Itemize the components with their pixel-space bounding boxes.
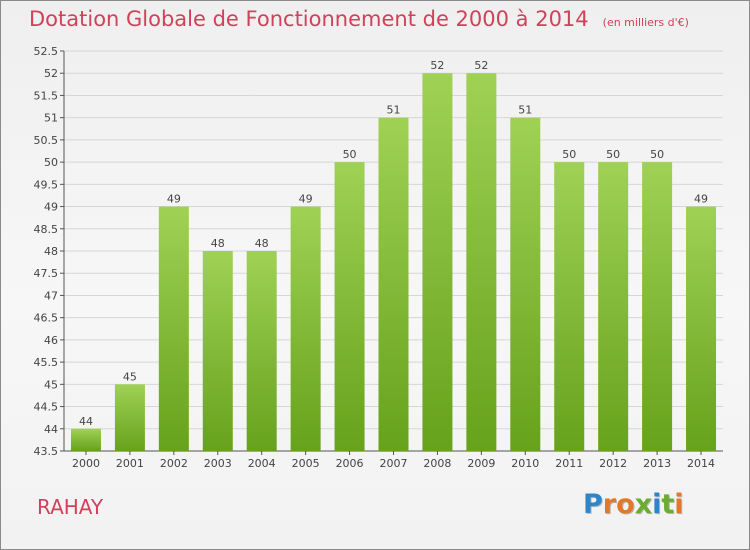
proxiti-logo: Proxiti xyxy=(583,489,684,520)
y-tick-label: 51.5 xyxy=(34,89,59,102)
data-label: 50 xyxy=(343,148,357,161)
x-tick-label: 2008 xyxy=(423,457,451,470)
data-label: 49 xyxy=(694,193,708,206)
bar xyxy=(334,162,365,451)
data-label: 44 xyxy=(79,415,93,428)
logo-letter: t xyxy=(661,489,675,520)
logo-letter: i xyxy=(674,489,684,520)
data-label: 50 xyxy=(606,148,620,161)
y-tick-label: 52 xyxy=(44,67,58,80)
y-tick-label: 45.5 xyxy=(34,356,59,369)
chart-subtitle: (en milliers d'€) xyxy=(602,16,689,29)
chart-title: Dotation Globale de Fonctionnement de 20… xyxy=(29,7,589,31)
logo-letter: x xyxy=(634,489,653,520)
y-tick-label: 50.5 xyxy=(34,134,59,147)
bar xyxy=(378,117,409,452)
bar xyxy=(466,73,497,451)
bar xyxy=(202,251,233,451)
title-block: Dotation Globale de Fonctionnement de 20… xyxy=(29,7,689,31)
data-label: 50 xyxy=(650,148,664,161)
y-tick-label: 44 xyxy=(44,423,58,436)
x-tick-label: 2012 xyxy=(599,457,627,470)
bar xyxy=(510,117,541,452)
data-label: 50 xyxy=(562,148,576,161)
data-label: 52 xyxy=(474,59,488,72)
y-tick-label: 46 xyxy=(44,334,58,347)
x-tick-label: 2006 xyxy=(336,457,364,470)
logo-letter: o xyxy=(616,489,635,520)
data-label: 51 xyxy=(518,104,532,117)
y-tick-label: 51 xyxy=(44,112,58,125)
logo-letter: i xyxy=(652,489,662,520)
bar xyxy=(422,73,453,451)
data-label: 51 xyxy=(387,104,401,117)
x-tick-labels: 2000 2001 2002 2003 2004 2005 2006 2007 2008 2009… xyxy=(72,457,715,470)
data-label: 49 xyxy=(167,193,181,206)
logo-letter: r xyxy=(602,489,617,520)
bar xyxy=(246,251,277,451)
x-tick-label: 2014 xyxy=(687,457,715,470)
bar xyxy=(642,162,673,451)
y-tick-label: 44.5 xyxy=(34,401,59,414)
data-label: 45 xyxy=(123,370,137,383)
bar xyxy=(114,384,145,451)
commune-name: RAHAY xyxy=(37,495,104,519)
x-tick-label: 2003 xyxy=(204,457,232,470)
x-tick-label: 2005 xyxy=(292,457,320,470)
y-tick-label: 47.5 xyxy=(34,267,59,280)
x-tick-label: 2002 xyxy=(160,457,188,470)
bar xyxy=(158,206,189,451)
logo-letter: P xyxy=(583,489,603,520)
bar xyxy=(598,162,629,451)
y-tick-label: 45 xyxy=(44,378,58,391)
y-tick-label: 46.5 xyxy=(34,312,59,325)
y-tick-label: 50 xyxy=(44,156,58,169)
x-tick-label: 2011 xyxy=(555,457,583,470)
y-tick-label: 49 xyxy=(44,201,58,214)
data-label: 48 xyxy=(211,237,225,250)
bar xyxy=(290,206,321,451)
y-tick-label: 49.5 xyxy=(34,178,59,191)
x-tick-label: 2007 xyxy=(380,457,408,470)
x-tick-label: 2004 xyxy=(248,457,276,470)
x-tick-label: 2000 xyxy=(72,457,100,470)
bar xyxy=(554,162,585,451)
y-tick-label: 43.5 xyxy=(34,445,59,458)
data-labels: 44 45 49 48 48 49 50 51 52 52 51 50 50 50 49 xyxy=(79,59,708,428)
y-tick-label: 52.5 xyxy=(34,45,59,58)
bar xyxy=(70,428,101,451)
y-tick-label: 48.5 xyxy=(34,223,59,236)
data-label: 48 xyxy=(255,237,269,250)
y-tick-label: 47 xyxy=(44,289,58,302)
data-label: 49 xyxy=(299,193,313,206)
data-label: 52 xyxy=(430,59,444,72)
x-tick-label: 2009 xyxy=(467,457,495,470)
x-tick-label: 2013 xyxy=(643,457,671,470)
y-tick-label: 48 xyxy=(44,245,58,258)
bars xyxy=(70,73,717,452)
bar xyxy=(686,206,717,451)
x-tick-label: 2010 xyxy=(511,457,539,470)
x-tick-label: 2001 xyxy=(116,457,144,470)
y-tick-labels: 43.5 44 44.5 45 45.5 46 46.5 47 47.5 48 48.5 49 49.5… xyxy=(34,45,59,458)
